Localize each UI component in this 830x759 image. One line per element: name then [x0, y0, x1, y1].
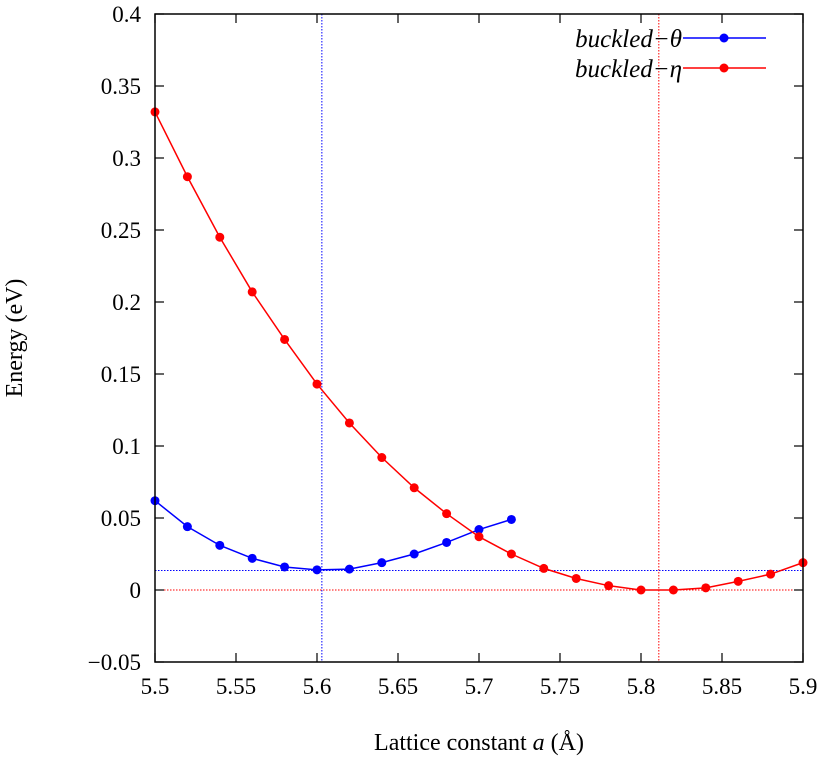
x-tick-label: 5.85: [702, 674, 742, 699]
data-point: [377, 453, 387, 463]
data-point: [344, 564, 354, 574]
data-point: [182, 522, 192, 532]
legend-marker-theta: [719, 33, 729, 43]
y-axis-label: Energy (eV): [2, 279, 28, 398]
x-tick-label: 5.5: [141, 674, 170, 699]
data-point: [766, 569, 776, 579]
y-tick-label: 0.2: [112, 290, 141, 315]
data-point: [571, 573, 581, 583]
data-point: [312, 379, 322, 389]
y-tick-label: 0.3: [112, 146, 141, 171]
data-point: [280, 334, 290, 344]
y-tick-label: 0.05: [101, 506, 141, 531]
legend-marker-eta: [719, 63, 729, 73]
y-tick-label: 0.1: [112, 434, 141, 459]
legend: buckled−θ buckled−η: [575, 26, 766, 83]
x-tick-label: 5.8: [627, 674, 656, 699]
data-point: [215, 232, 225, 242]
data-point: [312, 565, 322, 575]
legend-label-theta: buckled−θ: [575, 26, 682, 53]
data-point: [701, 583, 711, 593]
data-point: [506, 549, 516, 559]
data-point: [474, 532, 484, 542]
data-point: [280, 562, 290, 572]
data-point: [344, 418, 354, 428]
y-tick-label: −0.05: [88, 650, 141, 675]
data-point: [539, 563, 549, 573]
data-point: [409, 483, 419, 493]
data-point: [182, 172, 192, 182]
data-point: [636, 585, 646, 595]
x-tick-label: 5.55: [216, 674, 256, 699]
y-tick-label: 0.15: [101, 362, 141, 387]
data-point: [409, 549, 419, 559]
data-point: [668, 585, 678, 595]
y-tick-label: 0: [130, 578, 142, 603]
data-point: [474, 525, 484, 535]
data-point: [215, 540, 225, 550]
x-tick-label: 5.7: [465, 674, 494, 699]
y-tick-label: 0.25: [101, 218, 141, 243]
data-point: [604, 581, 614, 591]
y-tick-label: 0.4: [112, 2, 141, 27]
x-tick-label: 5.9: [789, 674, 818, 699]
x-tick-label: 5.75: [540, 674, 580, 699]
legend-label-eta: buckled−η: [575, 56, 682, 83]
data-point: [506, 514, 516, 524]
x-axis-label: Lattice constant a (Å): [374, 730, 584, 756]
x-tick-label: 5.6: [303, 674, 332, 699]
x-tick-label: 5.65: [378, 674, 418, 699]
data-point: [247, 287, 257, 297]
data-point: [377, 558, 387, 568]
series-line-1: [154, 111, 804, 591]
reference-lines: [155, 14, 803, 662]
plot-frame: [154, 13, 804, 663]
data-point: [247, 553, 257, 563]
data-point: [442, 537, 452, 547]
y-tick-label: 0.35: [101, 74, 141, 99]
axis-ticks: 5.5 5.55 5.6 5.65 5.7 5.75 5.8 5.85 5.9 −0.05 0 0.0…: [88, 2, 818, 699]
series-line-0: [154, 500, 512, 571]
series-group: [150, 107, 808, 595]
data-point: [442, 509, 452, 519]
data-point: [733, 576, 743, 586]
